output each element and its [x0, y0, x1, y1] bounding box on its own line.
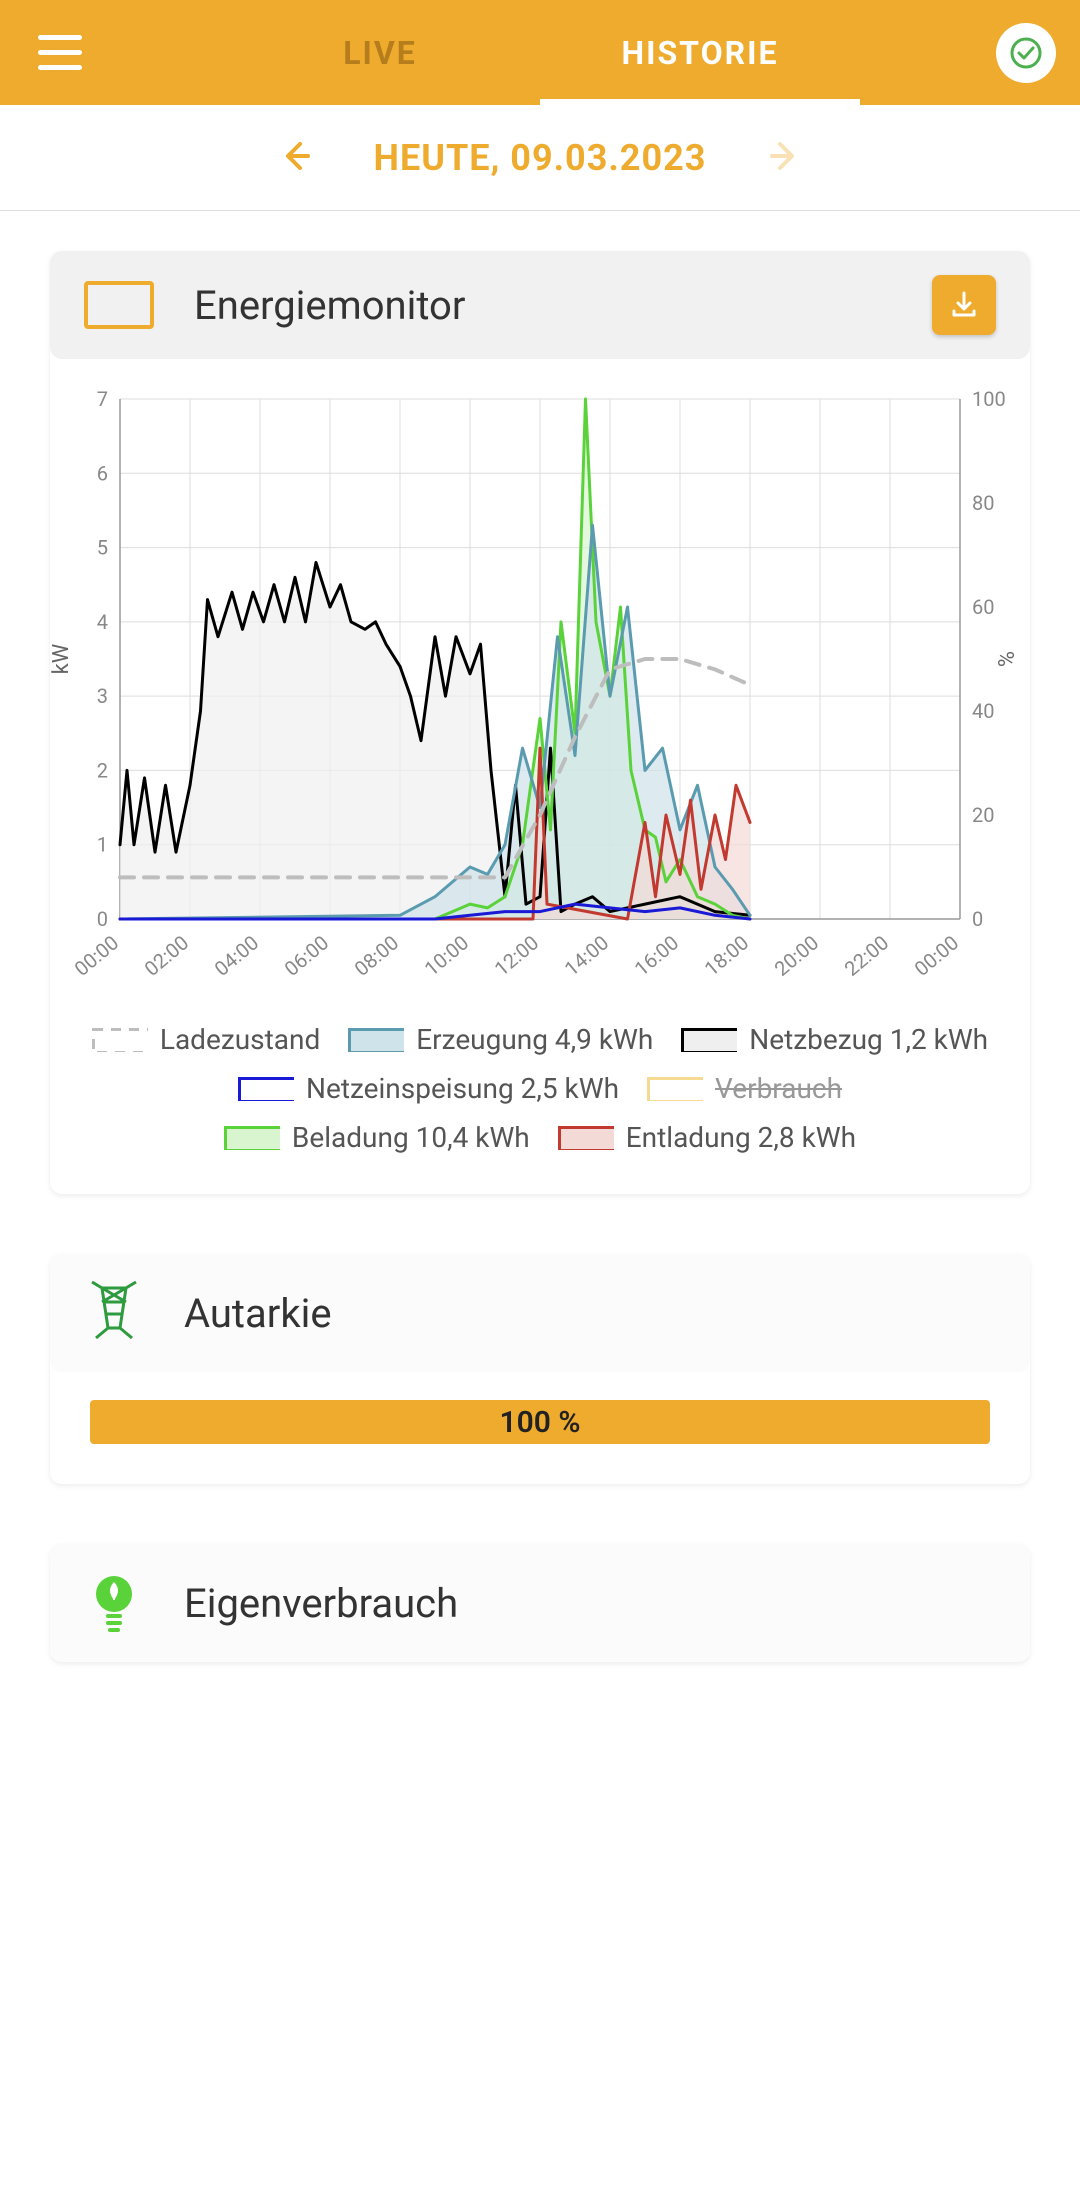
- svg-text:16:00: 16:00: [630, 930, 684, 980]
- status-ok-icon[interactable]: [996, 23, 1056, 83]
- autarkie-title: Autarkie: [184, 1290, 996, 1337]
- next-day-button[interactable]: [766, 138, 802, 178]
- autarkie-header: Autarkie: [50, 1254, 1030, 1372]
- legend-item-ladezustand[interactable]: Ladezustand: [92, 1023, 320, 1056]
- svg-text:10:00: 10:00: [420, 930, 474, 980]
- svg-text:06:00: 06:00: [280, 930, 334, 980]
- svg-text:kW: kW: [50, 643, 74, 674]
- svg-text:18:00: 18:00: [700, 930, 754, 980]
- legend-label: Beladung 10,4 kWh: [292, 1121, 530, 1154]
- svg-text:20: 20: [972, 803, 994, 827]
- legend-item-netzeinspeisung[interactable]: Netzeinspeisung 2,5 kWh: [238, 1072, 619, 1105]
- autarkie-bar-section: 100 %: [50, 1372, 1030, 1484]
- svg-text:3: 3: [97, 684, 108, 708]
- svg-text:12:00: 12:00: [490, 930, 544, 980]
- svg-text:%: %: [995, 651, 1020, 667]
- energy-chart[interactable]: 0 1 2 3 4 5 6 7 0 20 40 60 80 100 00:00 02:00 04:00 06:00…: [50, 359, 1030, 1013]
- svg-text:0: 0: [972, 907, 983, 931]
- svg-text:80: 80: [972, 491, 994, 515]
- menu-icon[interactable]: [30, 23, 90, 83]
- svg-text:0: 0: [97, 907, 108, 931]
- tab-live[interactable]: LIVE: [220, 0, 540, 105]
- svg-text:1: 1: [97, 833, 108, 857]
- chart-legend: Ladezustand Erzeugung 4,9 kWh Netzbezug 1,…: [50, 1013, 1030, 1194]
- svg-text:5: 5: [97, 536, 108, 560]
- svg-text:14:00: 14:00: [560, 930, 614, 980]
- date-label[interactable]: HEUTE, 09.03.2023: [374, 137, 707, 179]
- pylon-icon: [84, 1278, 144, 1348]
- eigenverbrauch-card: Eigenverbrauch: [50, 1544, 1030, 1662]
- svg-text:00:00: 00:00: [70, 930, 124, 980]
- legend-item-verbrauch[interactable]: Verbrauch: [647, 1072, 842, 1105]
- app-header: LIVE HISTORIE: [0, 0, 1080, 105]
- tab-bar: LIVE HISTORIE: [0, 0, 1080, 105]
- legend-item-entladung[interactable]: Entladung 2,8 kWh: [558, 1121, 856, 1154]
- svg-text:02:00: 02:00: [140, 930, 194, 980]
- svg-text:22:00: 22:00: [840, 930, 894, 980]
- svg-text:20:00: 20:00: [770, 930, 824, 980]
- monitor-icon: [84, 281, 154, 329]
- svg-text:60: 60: [972, 595, 994, 619]
- svg-text:7: 7: [97, 387, 108, 411]
- legend-label: Entladung 2,8 kWh: [626, 1121, 856, 1154]
- svg-text:04:00: 04:00: [210, 930, 264, 980]
- date-navigation: HEUTE, 09.03.2023: [0, 105, 1080, 211]
- legend-label: Verbrauch: [715, 1072, 842, 1105]
- legend-label: Ladezustand: [160, 1023, 320, 1056]
- legend-label: Netzeinspeisung 2,5 kWh: [306, 1072, 619, 1105]
- svg-text:6: 6: [97, 461, 108, 485]
- prev-day-button[interactable]: [278, 138, 314, 178]
- legend-item-beladung[interactable]: Beladung 10,4 kWh: [224, 1121, 530, 1154]
- legend-item-netzbezug[interactable]: Netzbezug 1,2 kWh: [681, 1023, 988, 1056]
- svg-text:00:00: 00:00: [910, 930, 964, 980]
- tab-historie[interactable]: HISTORIE: [540, 0, 860, 105]
- energymonitor-title: Energiemonitor: [194, 282, 892, 329]
- svg-text:2: 2: [97, 758, 108, 782]
- energymonitor-card: Energiemonitor 0 1 2 3 4 5 6 7 0 20 40 60 80 100 00:00…: [50, 251, 1030, 1194]
- legend-item-erzeugung[interactable]: Erzeugung 4,9 kWh: [348, 1023, 653, 1056]
- eigenverbrauch-header: Eigenverbrauch: [50, 1544, 1030, 1662]
- energymonitor-header: Energiemonitor: [50, 251, 1030, 359]
- svg-text:08:00: 08:00: [350, 930, 404, 980]
- download-button[interactable]: [932, 275, 996, 335]
- bulb-leaf-icon: [84, 1568, 144, 1638]
- legend-label: Netzbezug 1,2 kWh: [749, 1023, 988, 1056]
- autarkie-card: Autarkie 100 %: [50, 1254, 1030, 1484]
- autarkie-progress-bar: 100 %: [90, 1400, 990, 1444]
- legend-label: Erzeugung 4,9 kWh: [416, 1023, 653, 1056]
- svg-text:4: 4: [97, 610, 108, 634]
- eigenverbrauch-title: Eigenverbrauch: [184, 1580, 996, 1627]
- svg-text:100: 100: [972, 387, 1006, 411]
- svg-text:40: 40: [972, 699, 994, 723]
